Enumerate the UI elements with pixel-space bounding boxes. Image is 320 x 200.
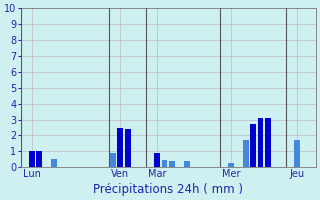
Bar bbox=[243, 140, 249, 167]
X-axis label: Précipitations 24h ( mm ): Précipitations 24h ( mm ) bbox=[93, 183, 243, 196]
Bar bbox=[51, 159, 57, 167]
Bar bbox=[125, 129, 131, 167]
Bar bbox=[117, 128, 123, 167]
Bar bbox=[162, 160, 167, 167]
Bar bbox=[29, 151, 35, 167]
Bar bbox=[228, 163, 234, 167]
Bar bbox=[36, 151, 42, 167]
Bar bbox=[258, 118, 263, 167]
Bar bbox=[265, 118, 271, 167]
Bar bbox=[250, 124, 256, 167]
Bar bbox=[184, 161, 190, 167]
Bar bbox=[154, 153, 160, 167]
Bar bbox=[294, 140, 300, 167]
Bar bbox=[169, 161, 175, 167]
Bar bbox=[110, 153, 116, 167]
